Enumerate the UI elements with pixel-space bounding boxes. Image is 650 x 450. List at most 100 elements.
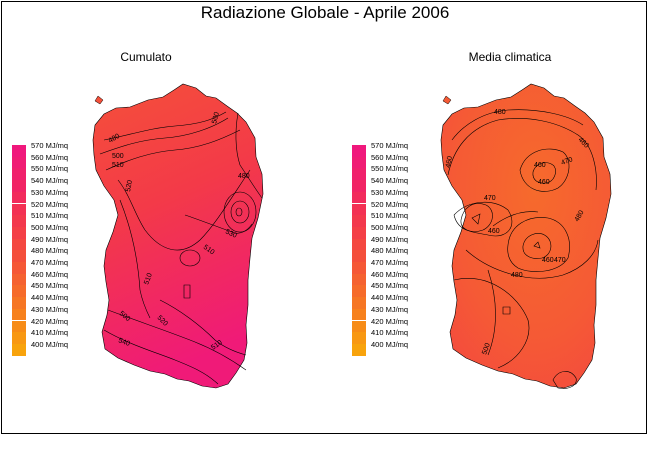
legend-label-540: 540 MJ/mq: [371, 176, 409, 186]
legend-label-540: 540 MJ/mq: [31, 176, 69, 186]
legend-label-440: 440 MJ/mq: [371, 293, 409, 303]
legend-swatch-510: [352, 215, 366, 227]
legend-label-490: 490 MJ/mq: [371, 234, 409, 244]
legend-swatch-400: [12, 343, 26, 356]
figure-frame: [1, 1, 647, 434]
legend-label-400: 400 MJ/mq: [371, 339, 409, 349]
legend-swatch-570: [352, 145, 366, 157]
legend-label-460: 460 MJ/mq: [31, 269, 69, 279]
legend-swatch-480: [12, 250, 26, 262]
legend-label-470: 470 MJ/mq: [31, 258, 69, 267]
legend-label-510: 510 MJ/mq: [371, 211, 409, 221]
contour-label: 460: [534, 162, 546, 169]
contour-label: 480: [511, 272, 523, 279]
legend-swatch-440: [12, 297, 26, 309]
legend-swatch-400: [352, 343, 366, 356]
legend-label-420: 420 MJ/mq: [371, 316, 409, 326]
legend-swatch-540: [352, 180, 366, 192]
legend-swatch-500: [12, 226, 26, 239]
legend-swatch-410: [352, 332, 366, 344]
contour-label: 480: [238, 173, 250, 180]
legend-label-450: 450 MJ/mq: [31, 281, 69, 291]
legend-swatch-530: [12, 191, 26, 204]
contour-label: 470: [484, 195, 496, 202]
contour-label: 500: [211, 111, 221, 124]
contour-label: 510: [143, 272, 154, 285]
legend-label-450: 450 MJ/mq: [371, 281, 409, 291]
contour-label: 480: [108, 133, 122, 145]
legend-swatch-470: [12, 262, 26, 274]
legend-swatch-440: [352, 297, 366, 309]
legend-swatch-430: [352, 308, 366, 321]
legend-label-470: 470 MJ/mq: [371, 258, 409, 267]
map-media-climatica: 460 480 460 470 460 460 470 480 460 470 …: [440, 83, 612, 389]
islet-left: [94, 95, 104, 105]
panel-title-cumulato: Cumulato: [120, 50, 172, 64]
legend-label-570: 570 MJ/mq: [31, 141, 69, 150]
legend-swatch-530: [352, 191, 366, 204]
legend-label-560: 560 MJ/mq: [31, 152, 69, 162]
contour-label: 460: [445, 156, 454, 169]
contour-label: 460: [488, 228, 500, 235]
legend-label-480: 480 MJ/mq: [371, 246, 409, 256]
legend-swatch-540: [12, 180, 26, 192]
legend-swatch-550: [352, 168, 366, 181]
contour-label: 530: [224, 228, 238, 239]
contour-label: 480: [494, 109, 506, 116]
legend-label-420: 420 MJ/mq: [31, 316, 69, 326]
page-title: Radiazione Globale - Aprile 2006: [200, 3, 450, 22]
contour-label: 500: [481, 342, 492, 355]
contour-label: 500: [112, 153, 124, 160]
legend-label-440: 440 MJ/mq: [31, 293, 69, 303]
legend-swatch-420: [12, 320, 26, 333]
contour-label: 520: [125, 180, 134, 193]
contour-label: 540: [117, 337, 130, 348]
legend-swatch-570: [12, 145, 26, 157]
map-cumulato: 480 500 510 520 480 500 510 510 530 500 …: [92, 83, 264, 389]
islet-right: [442, 95, 452, 105]
contour-label: 470: [554, 257, 566, 264]
legend-swatch-470: [352, 262, 366, 274]
legend-swatch-450: [352, 285, 366, 298]
legend-label-430: 430 MJ/mq: [31, 304, 69, 314]
legend-swatch-480: [352, 250, 366, 262]
contour-label: 510: [112, 162, 124, 169]
legend-label-430: 430 MJ/mq: [371, 304, 409, 314]
legend-swatch-460: [352, 273, 366, 286]
legend-label-490: 490 MJ/mq: [31, 234, 69, 244]
legend-label-460: 460 MJ/mq: [371, 269, 409, 279]
legend-swatch-560: [352, 156, 366, 169]
legend-swatch-500: [352, 226, 366, 239]
legend-label-410: 410 MJ/mq: [371, 328, 409, 338]
legend-label-500: 500 MJ/mq: [371, 222, 409, 232]
legend-swatch-410: [12, 332, 26, 344]
legend-swatch-430: [12, 308, 26, 321]
legend-swatch-420: [352, 320, 366, 333]
legend-swatch-490: [352, 238, 366, 251]
legend-label-520: 520 MJ/mq: [371, 199, 409, 209]
legend-label-400: 400 MJ/mq: [31, 339, 69, 349]
legend-label-550: 550 MJ/mq: [371, 164, 409, 174]
legend-swatch-520: [352, 203, 366, 216]
legend-label-500: 500 MJ/mq: [31, 222, 69, 232]
contour-label: 460: [542, 257, 554, 264]
legend-label-480: 480 MJ/mq: [31, 246, 69, 256]
contour-label: 480: [574, 209, 586, 223]
legend-label-510: 510 MJ/mq: [31, 211, 69, 221]
contour-label: 460: [538, 179, 550, 186]
legend-label-570: 570 MJ/mq: [371, 141, 409, 150]
legend-label-530: 530 MJ/mq: [31, 187, 69, 197]
legend-swatch-490: [12, 238, 26, 251]
contour-label: 470: [560, 156, 573, 167]
legend-swatch-510: [12, 215, 26, 227]
legend-label-520: 520 MJ/mq: [31, 199, 69, 209]
legend-label-550: 550 MJ/mq: [31, 164, 69, 174]
legend-label-530: 530 MJ/mq: [371, 187, 409, 197]
legend-label-560: 560 MJ/mq: [371, 152, 409, 162]
legend-swatch-560: [12, 156, 26, 169]
legend-swatch-460: [12, 273, 26, 286]
panel-title-media-climatica: Media climatica: [468, 50, 552, 64]
legend-swatch-520: [12, 203, 26, 216]
